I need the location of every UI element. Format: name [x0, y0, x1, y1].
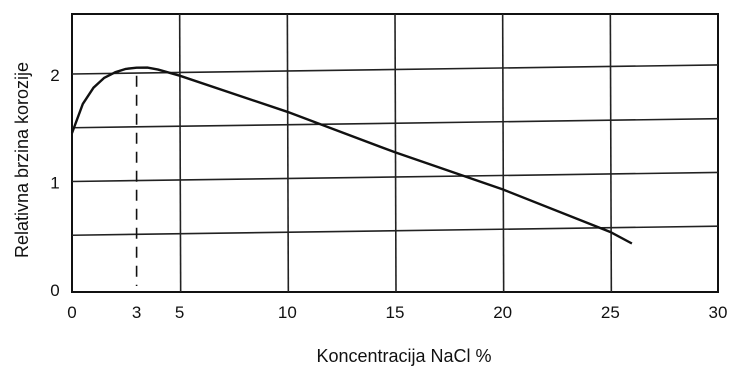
x-tick-label: 10 [278, 303, 297, 322]
x-tick-label: 25 [601, 303, 620, 322]
labels: 0 3 5 10 15 20 25 30 0 1 2 Koncentracija NaCl % Rela… [12, 62, 727, 366]
y-tick-label: 0 [50, 281, 59, 300]
x-gridline [286, 13, 290, 293]
x-gridline [178, 13, 182, 293]
plot-area [70, 13, 719, 293]
series-line [70, 66, 633, 245]
x-tick-label: 30 [709, 303, 728, 322]
x-axis-label: Koncentracija NaCl % [316, 346, 491, 366]
x-tick-label: 0 [67, 303, 76, 322]
x-tick-label: 3 [132, 303, 141, 322]
x-gridline [501, 13, 505, 293]
x-tick-label: 15 [386, 303, 405, 322]
y-tick-label: 1 [50, 174, 59, 193]
x-tick-label: 5 [175, 303, 184, 322]
x-gridline [609, 13, 613, 293]
x-tick-label: 20 [493, 303, 512, 322]
y-axis-label: Relativna brzina korozije [12, 62, 32, 258]
y-tick-label: 2 [50, 66, 59, 85]
